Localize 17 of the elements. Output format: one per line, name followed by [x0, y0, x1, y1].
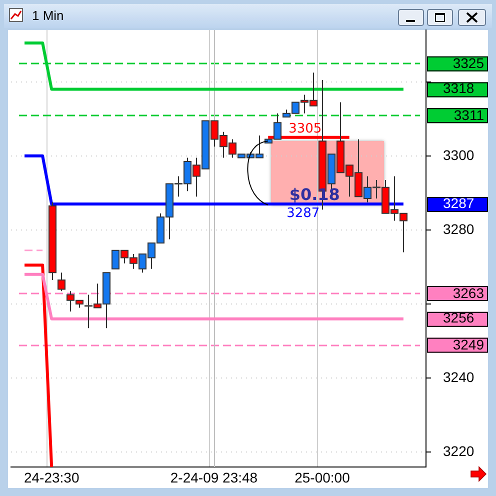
- annotation: 3287: [286, 206, 320, 222]
- y-tick-label: 3220: [443, 443, 474, 460]
- y-tick-label: 3280: [443, 220, 474, 237]
- annotation: 3305: [288, 121, 322, 136]
- chart-title: 1 Min: [32, 8, 64, 23]
- x-tick-label: 24-23:30: [24, 469, 80, 486]
- x-tick-label: 2-24-09 23:48: [170, 469, 258, 486]
- y-tick-label: 3300: [443, 146, 474, 163]
- y-tick-label: 3256: [443, 310, 474, 326]
- ref-line-label: 3249: [452, 336, 484, 353]
- ref-line-label: 3325: [452, 55, 484, 72]
- y-tick-label: 3318: [443, 80, 474, 96]
- x-tick-label: 25-00:00: [294, 469, 350, 486]
- y-tick-label: 3287: [443, 194, 474, 211]
- ref-line-label: 3311: [454, 107, 484, 124]
- ref-line-label: 3263: [452, 284, 484, 301]
- y-tick-label: 3240: [443, 368, 474, 385]
